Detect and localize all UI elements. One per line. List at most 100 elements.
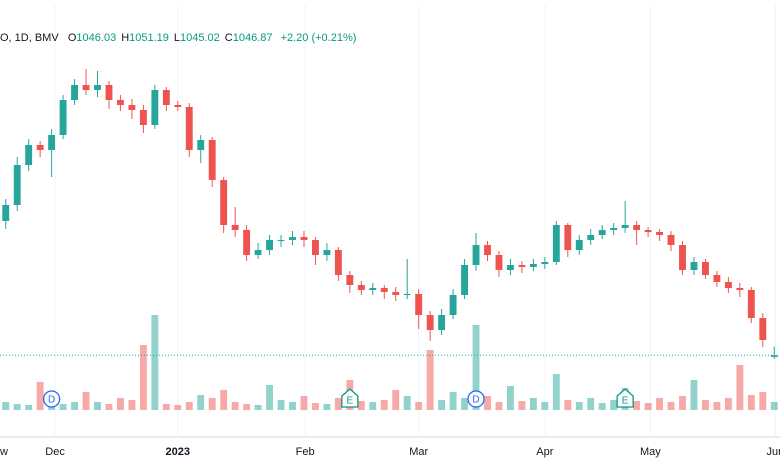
candle-body xyxy=(48,135,56,150)
volume-bar xyxy=(415,402,423,410)
x-tick-label: Jun xyxy=(767,446,780,458)
volume-bar xyxy=(185,402,193,410)
event-label: D xyxy=(472,395,479,406)
event-label: E xyxy=(347,396,354,407)
event-marker xyxy=(341,388,359,408)
candle-body xyxy=(495,255,503,270)
volume-bar xyxy=(770,402,778,410)
volume-bar xyxy=(392,390,400,410)
candle-body xyxy=(713,275,721,282)
candle-body xyxy=(13,165,21,205)
volume-bar xyxy=(495,402,503,410)
volume-bar xyxy=(449,392,457,410)
volume-bar xyxy=(702,400,709,410)
volume-bar xyxy=(2,402,10,410)
x-tick-label: Apr xyxy=(536,446,553,458)
volume-bar xyxy=(426,350,434,410)
volume-bar xyxy=(13,404,21,410)
candle-body xyxy=(277,240,285,241)
volume-bar xyxy=(139,345,147,410)
event-marker xyxy=(467,390,485,408)
volume-bar xyxy=(507,386,514,410)
legend: O, 1D, BMV O1046.03 H1051.19 L1045.02 C1046… xyxy=(0,32,361,44)
candle-body xyxy=(380,288,388,292)
x-tick-label: Feb xyxy=(296,446,315,458)
candle-body xyxy=(736,288,744,290)
candle-body xyxy=(357,285,365,290)
candle-body xyxy=(472,245,480,265)
candle-body xyxy=(587,235,595,240)
candle-body xyxy=(266,240,273,250)
field-value: 1051.19 xyxy=(129,32,169,44)
volume-bar xyxy=(323,404,331,410)
candle-body xyxy=(438,315,446,330)
field-key: L xyxy=(173,32,181,44)
volume-bar xyxy=(610,400,618,410)
volume-bar xyxy=(197,395,205,410)
volume-bar xyxy=(82,392,90,410)
candle-body xyxy=(770,355,778,357)
volume-bar xyxy=(243,404,251,410)
candle-body xyxy=(185,107,193,150)
volume-bar xyxy=(633,401,641,410)
candle-body xyxy=(403,294,411,295)
volume-bar xyxy=(357,401,365,410)
candle-body xyxy=(575,240,583,250)
candle-body xyxy=(94,85,101,90)
volume-bar xyxy=(518,401,526,410)
candle-body xyxy=(484,245,491,255)
event-marker xyxy=(42,390,61,408)
ohlc: O1046.03 H1051.19 L1045.02 C1046.87 xyxy=(68,32,278,44)
candle-body xyxy=(312,240,319,255)
candle-body xyxy=(415,294,423,315)
volume-bar xyxy=(162,404,170,410)
candle-body xyxy=(541,262,549,264)
candle-body xyxy=(449,295,457,315)
candle-body xyxy=(598,230,606,235)
candle-body xyxy=(610,228,618,230)
field-value: 1045.02 xyxy=(180,32,220,44)
symbol: O, 1D, BMV xyxy=(0,32,59,44)
field-value: 1046.03 xyxy=(76,32,117,44)
event-label: E xyxy=(622,396,629,407)
volume-bar xyxy=(277,400,285,410)
candle-body xyxy=(334,250,342,275)
volume-bar xyxy=(25,405,33,410)
volume-bar xyxy=(667,402,675,410)
candle-body xyxy=(139,110,147,125)
volume-bar xyxy=(334,398,342,410)
volume-bar xyxy=(403,396,411,410)
x-tick-label: May xyxy=(640,446,661,458)
volume-bar xyxy=(679,396,686,410)
volume-bar xyxy=(747,395,755,410)
candle-body xyxy=(461,265,468,295)
x-tick-label: 2023 xyxy=(166,446,190,458)
field-key: O xyxy=(67,32,77,44)
change: +2.20 (+0.21%) xyxy=(280,32,357,44)
volume-bar xyxy=(552,374,560,410)
candle-body xyxy=(690,262,698,270)
candle-body xyxy=(507,265,514,270)
volume-bar xyxy=(117,398,124,410)
volume-bar xyxy=(484,396,491,410)
volume-bar xyxy=(587,398,595,410)
event-label: D xyxy=(48,395,55,406)
volume-bar xyxy=(71,402,78,410)
volume-bar xyxy=(312,403,319,410)
candle-body xyxy=(289,237,296,240)
candle-body xyxy=(633,225,641,230)
volume-bar xyxy=(231,402,239,410)
volume-bar xyxy=(300,396,308,410)
volume-bar xyxy=(724,398,732,410)
volume-bar xyxy=(94,402,101,410)
candle-body xyxy=(254,250,262,255)
volume-bar xyxy=(656,398,663,410)
candle-body xyxy=(426,315,434,330)
candle-body xyxy=(231,225,239,230)
candle-body xyxy=(679,245,686,270)
candle-body xyxy=(220,180,228,225)
candle-body xyxy=(564,225,572,250)
volume-bar xyxy=(461,398,468,410)
